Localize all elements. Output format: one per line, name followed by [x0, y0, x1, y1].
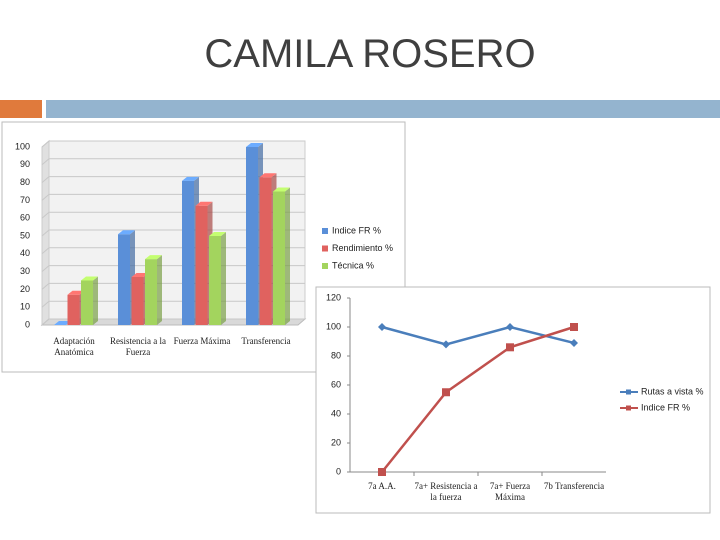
- y-tick-label: 20: [20, 284, 30, 294]
- bar-top: [246, 143, 263, 147]
- x-tick-label: Adaptación Anatómica: [53, 336, 95, 357]
- legend-swatch: [322, 263, 328, 269]
- legend-label: Indice FR %: [332, 225, 381, 235]
- marker: [506, 343, 514, 352]
- grid-line: [41, 211, 305, 219]
- bar-top: [209, 232, 226, 236]
- x-tick-label: Transferencia: [241, 336, 291, 346]
- bar-top: [182, 176, 199, 181]
- y-tick-label: 50: [20, 230, 30, 240]
- y-tick-label: 0: [25, 319, 30, 329]
- bar-side: [285, 187, 290, 325]
- legend-swatch: [322, 245, 328, 252]
- legend-label: Rutas a vista %: [641, 386, 704, 396]
- accent-bar: [0, 100, 42, 118]
- legend-label: Rendimiento %: [332, 243, 393, 253]
- bar-top: [273, 187, 290, 192]
- marker: [442, 340, 450, 349]
- y-tick-label: 90: [20, 159, 30, 169]
- bar: [246, 147, 258, 325]
- x-tick-label: 7a+ Fuerza Máxima: [489, 481, 531, 502]
- bar: [118, 234, 130, 325]
- bar-top: [259, 173, 277, 178]
- y-tick-label: 0: [336, 466, 341, 476]
- y-tick-label: 20: [331, 437, 341, 447]
- marker: [570, 323, 578, 331]
- grid-line: [41, 229, 305, 237]
- legend-label: Técnica %: [332, 260, 374, 270]
- y-tick-label: 60: [331, 379, 341, 389]
- bar: [259, 177, 272, 325]
- bar-side: [221, 232, 226, 325]
- bar-side: [157, 255, 162, 325]
- bar-top: [81, 276, 98, 281]
- marker: [506, 323, 514, 331]
- bar-top: [145, 255, 162, 260]
- bar: [67, 294, 80, 325]
- grid-line: [41, 176, 305, 183]
- legend-marker: [626, 389, 631, 395]
- bar: [195, 205, 208, 325]
- grid-line: [41, 193, 305, 201]
- x-tick-label: 7a+ Resistencia a la fuerza: [414, 481, 478, 502]
- y-tick-label: 10: [20, 302, 30, 312]
- marker: [378, 468, 386, 476]
- bar: [182, 180, 194, 325]
- y-tick-label: 40: [331, 408, 341, 418]
- y-tick-label: 70: [20, 195, 30, 205]
- bar-top: [195, 201, 213, 206]
- bar-top: [131, 272, 149, 277]
- bar-top: [118, 230, 135, 235]
- bar: [81, 280, 93, 325]
- y-tick-label: 100: [15, 141, 30, 151]
- bar-side: [93, 276, 98, 325]
- marker: [378, 323, 386, 331]
- line: [381, 325, 575, 473]
- line: [381, 325, 575, 346]
- legend-label: Indice FR %: [641, 402, 690, 412]
- y-tick-label: 100: [326, 321, 341, 331]
- marker: [570, 338, 578, 347]
- bar-top: [67, 290, 85, 295]
- y-tick-label: 40: [20, 248, 30, 258]
- x-tick-label: 7a A.A.: [368, 481, 396, 491]
- y-tick-label: 80: [331, 350, 341, 360]
- grid-line: [41, 158, 305, 166]
- bar: [209, 236, 221, 325]
- bar-top: [54, 321, 71, 325]
- x-tick-label: 7b Transferencia: [543, 481, 605, 491]
- y-tick-label: 80: [20, 177, 30, 187]
- legend-swatch: [322, 228, 328, 234]
- y-tick-label: 120: [326, 292, 341, 302]
- bar: [145, 259, 157, 325]
- header-bar: [46, 100, 720, 118]
- x-tick-label: Fuerza Máxima: [173, 336, 231, 346]
- marker: [442, 388, 450, 397]
- x-tick-label: Resistencia a la Fuerza: [110, 336, 166, 357]
- bar: [131, 276, 144, 325]
- y-tick-label: 30: [20, 266, 30, 276]
- grid-line: [41, 140, 305, 148]
- chart-frame: [315, 286, 711, 514]
- slide-title: CAMILA ROSERO: [204, 32, 536, 76]
- legend-marker: [626, 405, 631, 411]
- bar: [273, 191, 285, 325]
- y-tick-label: 60: [20, 213, 30, 223]
